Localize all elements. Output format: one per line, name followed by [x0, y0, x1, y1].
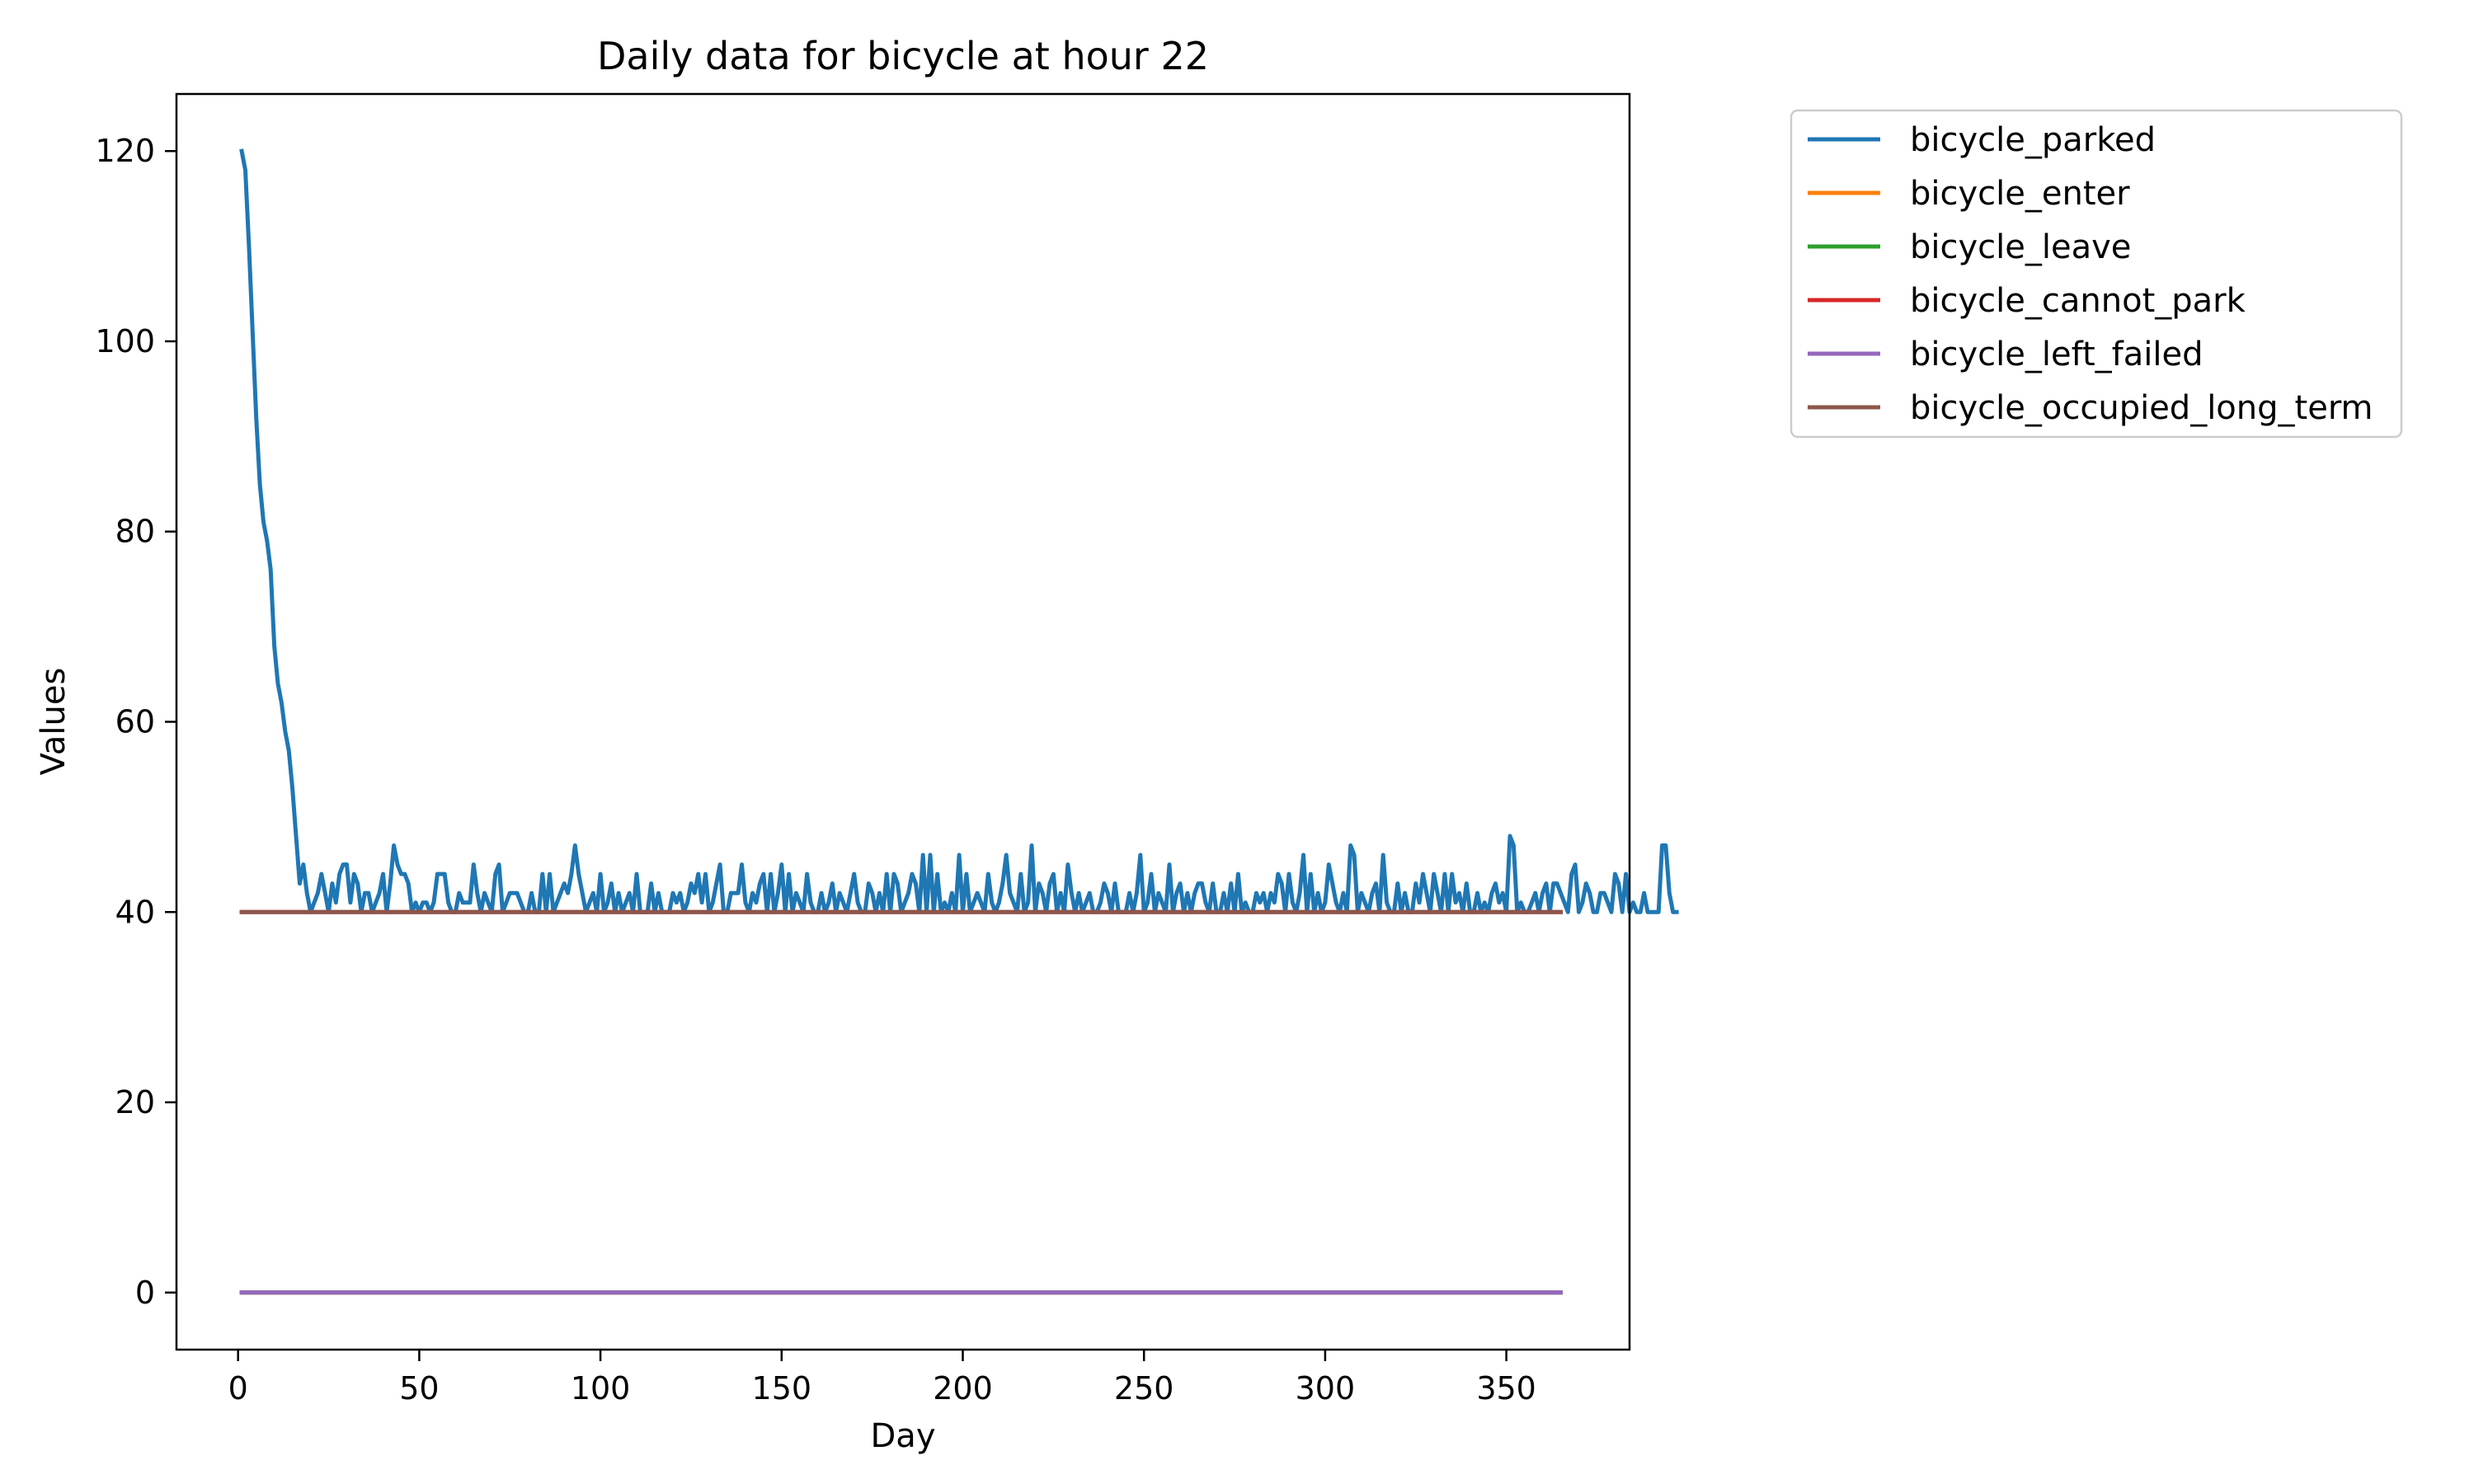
x-tick-label: 200	[933, 1370, 993, 1407]
legend: bicycle_parked bicycle_enter bicycle_leave…	[1790, 109, 2403, 439]
y-tick-label: 100	[95, 323, 155, 359]
x-axis: 0 50 100 150 200 250 300 350	[228, 1350, 1536, 1407]
x-tick-label: 150	[752, 1370, 812, 1407]
y-tick-label: 0	[135, 1275, 155, 1311]
x-axis-label: Day	[871, 1417, 936, 1455]
legend-label-bicycle-enter: bicycle_enter	[1910, 175, 2130, 213]
x-tick-label: 300	[1296, 1370, 1356, 1407]
legend-box	[1790, 109, 2403, 439]
legend-label-bicycle-occupied-long-term: bicycle_occupied_long_term	[1910, 389, 2373, 427]
y-tick-label: 120	[95, 133, 155, 169]
x-tick-label: 0	[228, 1370, 248, 1407]
series-layer	[239, 148, 1679, 1295]
y-tick-label: 20	[115, 1084, 155, 1120]
legend-label-bicycle-cannot-park: bicycle_cannot_park	[1910, 282, 2246, 320]
legend-label-bicycle-left-failed: bicycle_left_failed	[1910, 336, 2204, 373]
x-tick-label: 50	[399, 1370, 439, 1407]
x-tick-label: 100	[571, 1370, 631, 1407]
legend-label-bicycle-leave: bicycle_leave	[1910, 228, 2131, 266]
y-axis: 0 20 40 60 80 100 120	[95, 133, 176, 1311]
x-tick-label: 350	[1476, 1370, 1536, 1407]
chart-title: Daily data for bicycle at hour 22	[597, 34, 1209, 78]
plot-area	[175, 92, 1679, 1351]
x-tick-label: 250	[1114, 1370, 1174, 1407]
y-tick-label: 80	[115, 514, 155, 550]
y-tick-label: 60	[115, 704, 155, 740]
y-axis-label: Values	[35, 668, 73, 776]
legend-label-bicycle-parked: bicycle_parked	[1910, 121, 2156, 159]
y-tick-label: 40	[115, 894, 155, 930]
